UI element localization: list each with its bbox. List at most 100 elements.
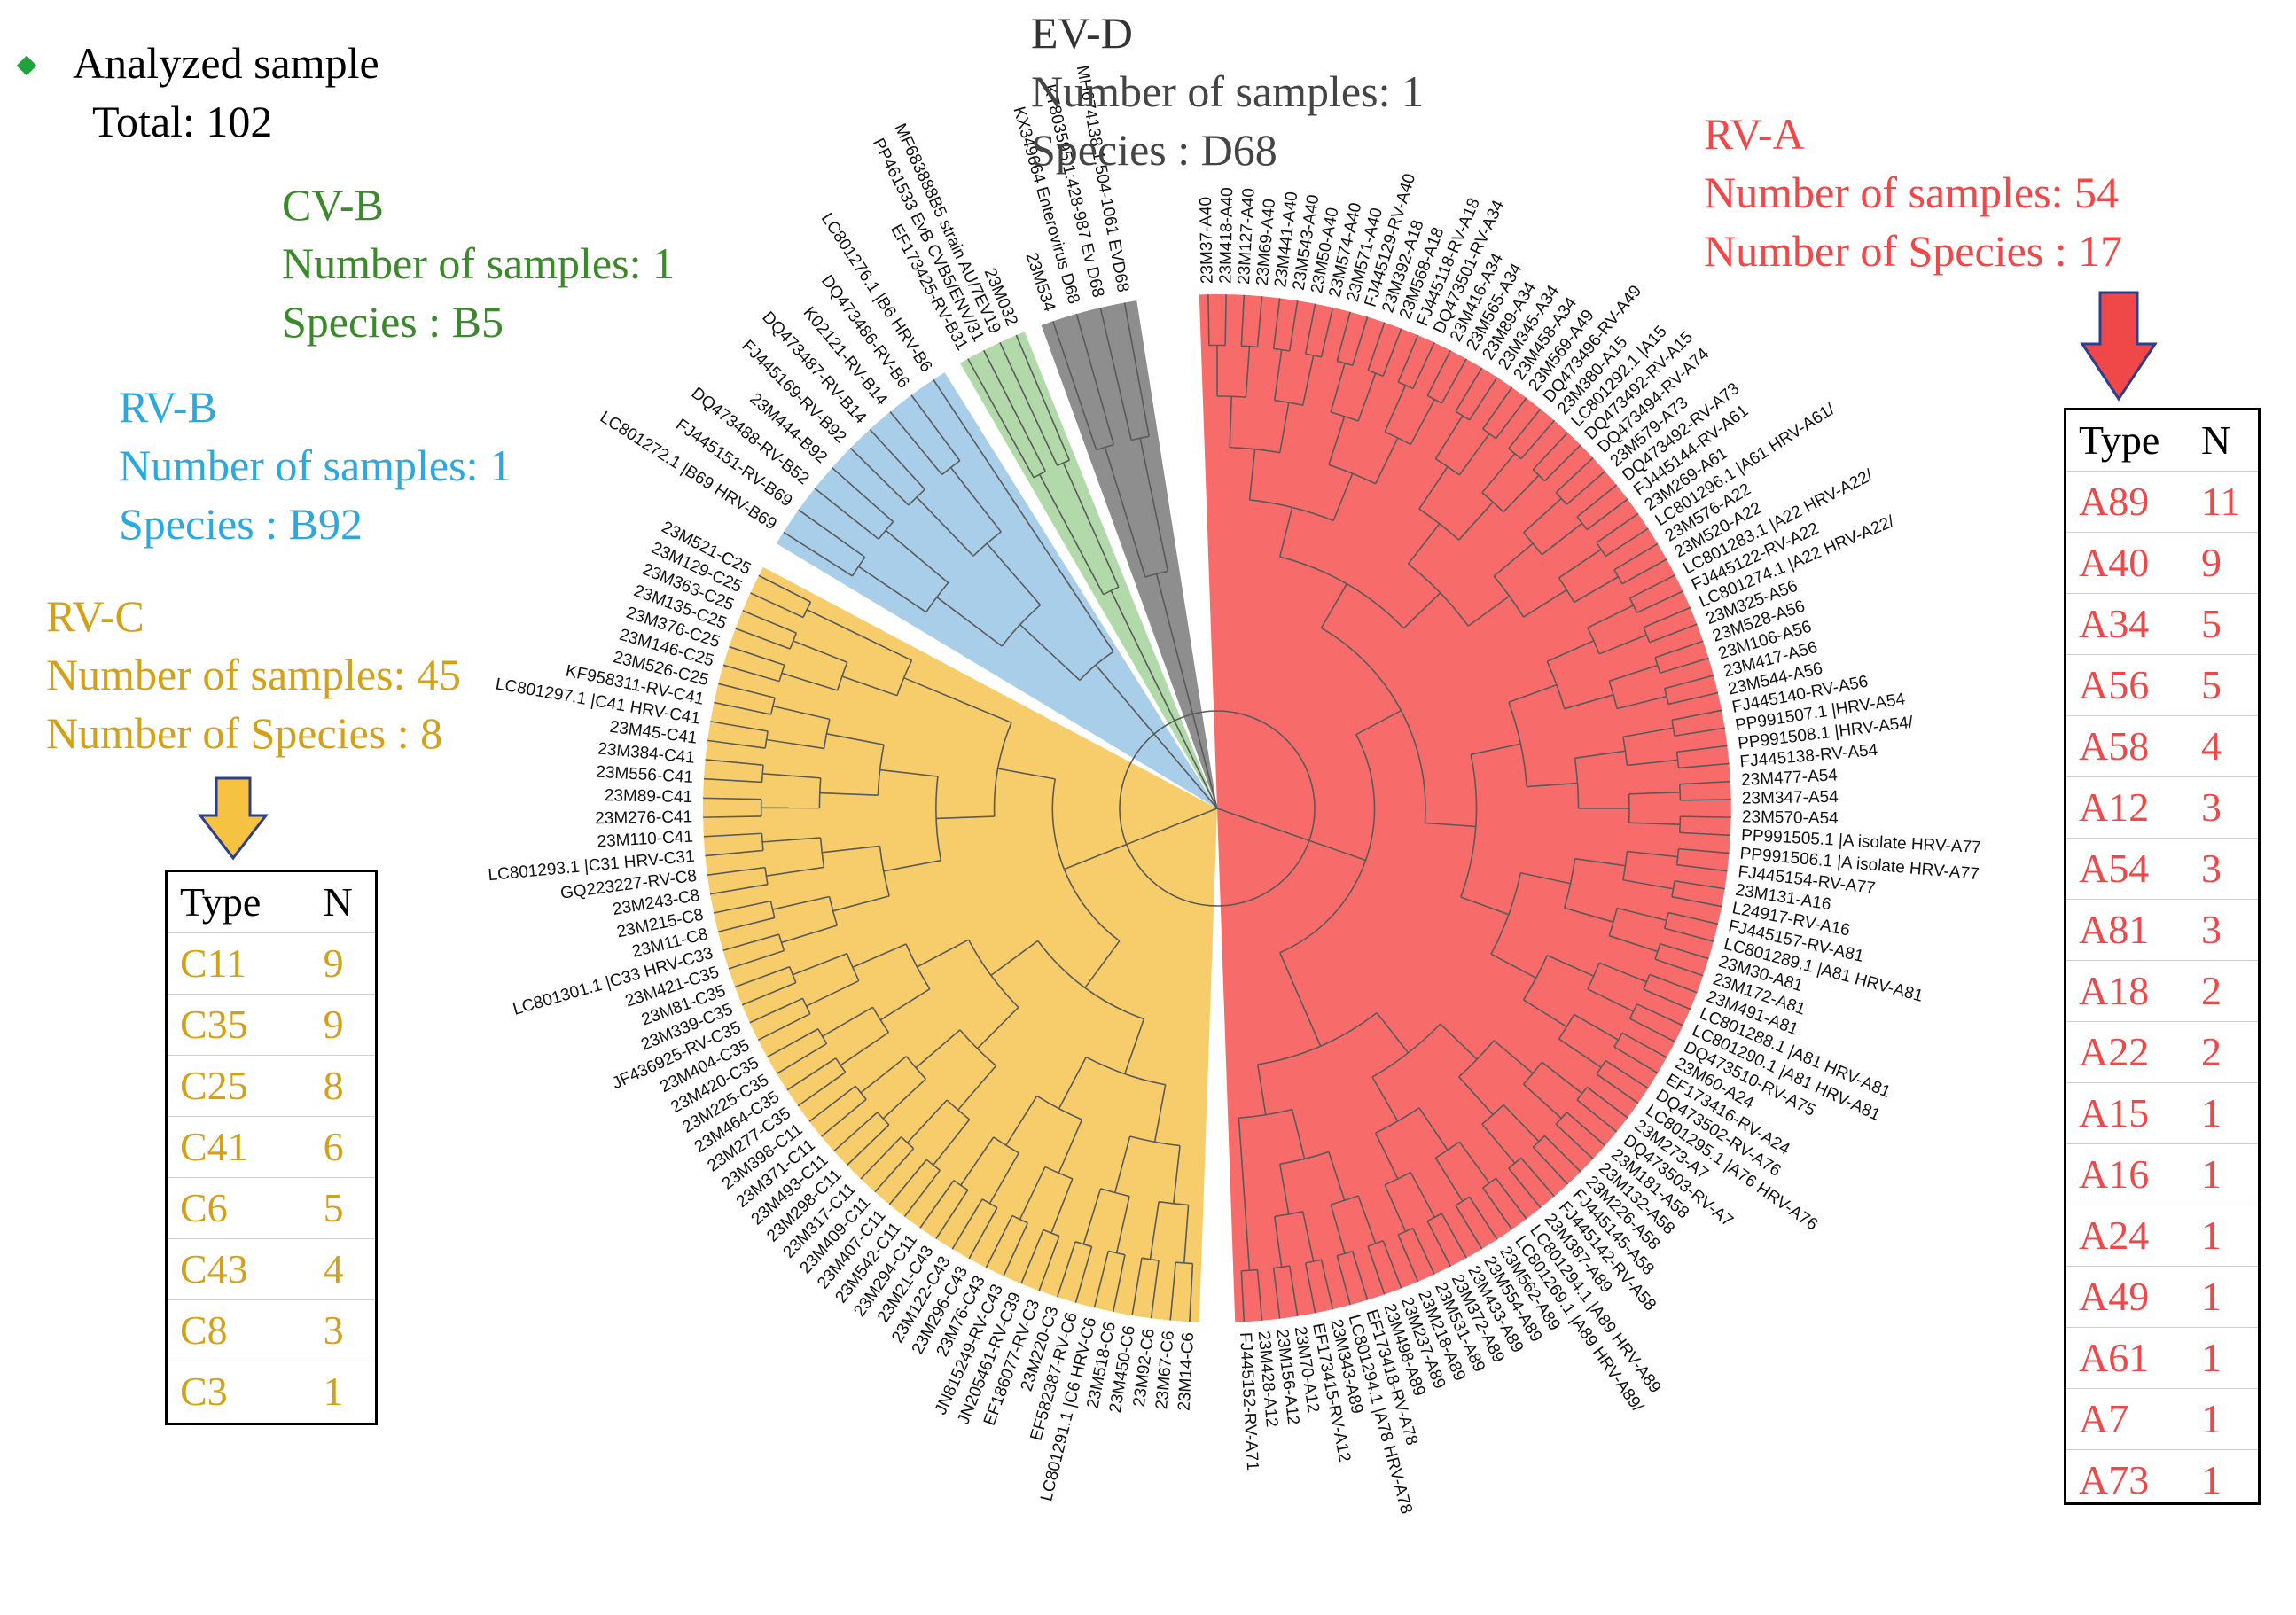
branch-segment xyxy=(1169,1262,1176,1321)
branch-segment xyxy=(1455,1205,1483,1250)
branch-segment xyxy=(910,394,961,462)
branch-segment xyxy=(742,610,797,634)
cvb-sector xyxy=(960,332,1217,808)
type-cell: C35 xyxy=(180,1002,248,1047)
table-row: C11 9 xyxy=(168,932,375,995)
branch-arc xyxy=(1576,516,1588,531)
branch-segment xyxy=(766,738,824,750)
branch-segment xyxy=(1397,334,1419,383)
branch-arc xyxy=(855,1085,867,1100)
branch-segment xyxy=(1291,1109,1306,1159)
diamond-marker-icon xyxy=(16,55,37,75)
count-cell: 3 xyxy=(2201,846,2222,891)
branch-segment xyxy=(857,566,927,613)
branch-segment xyxy=(1418,1107,1449,1151)
type-cell: A16 xyxy=(2079,1151,2150,1197)
branch-segment xyxy=(1272,298,1281,349)
branch-segment xyxy=(1336,1255,1351,1306)
annotation-cv-b: CV-B Number of samples: 1 Species : B5 xyxy=(282,176,675,351)
branch-segment xyxy=(766,1028,819,1058)
branch-segment xyxy=(1671,709,1722,722)
branch-segment xyxy=(1508,683,1558,704)
group-samples: Number of samples: 1 xyxy=(119,441,512,490)
branch-segment xyxy=(888,1159,927,1205)
branch-arc xyxy=(769,698,776,715)
branch-segment xyxy=(1093,1251,1109,1308)
table-row: A16 1 xyxy=(2066,1143,2258,1205)
branch-arc xyxy=(1305,1259,1322,1264)
branch-segment xyxy=(1425,822,1476,828)
branch-arc xyxy=(953,1180,969,1191)
branch-segment xyxy=(1636,1003,1683,1026)
branch-segment xyxy=(1418,466,1449,510)
branch-segment xyxy=(1367,322,1386,371)
annotation-ev-d: EV-D Number of samples: 1 Species : D68 xyxy=(1031,4,1424,179)
legend-total: Total: 102 xyxy=(92,97,273,146)
branch-segment xyxy=(798,509,866,558)
branch-arc xyxy=(1330,411,1359,422)
branch-segment xyxy=(915,1029,961,1069)
type-cell: A56 xyxy=(2079,662,2150,707)
branch-segment xyxy=(1674,727,1725,737)
table-row: A81 3 xyxy=(2066,899,2258,961)
branch-segment xyxy=(1412,342,1435,389)
branch-segment xyxy=(1320,583,1347,628)
branch-segment xyxy=(1674,879,1725,890)
branch-segment xyxy=(758,574,811,603)
count-cell: 1 xyxy=(2201,1335,2222,1380)
branch-segment xyxy=(1676,863,1728,872)
branch-segment xyxy=(1574,750,1626,760)
branch-segment xyxy=(781,925,838,944)
branch-segment xyxy=(1301,355,1315,406)
branch-segment xyxy=(826,733,885,745)
branch-arc xyxy=(761,765,764,783)
branch-segment xyxy=(1649,623,1698,644)
branch-segment xyxy=(889,410,943,475)
branch-segment xyxy=(713,900,771,914)
branch-arc xyxy=(1481,1104,1504,1125)
branch-segment xyxy=(1643,988,1691,1010)
type-cell: A58 xyxy=(2079,723,2150,768)
branch-segment xyxy=(977,447,1025,517)
branch-segment xyxy=(1240,294,1246,347)
branch-segment xyxy=(1256,1269,1263,1321)
count-cell: 6 xyxy=(323,1124,344,1169)
branch-arc xyxy=(1141,1257,1160,1261)
branch-segment xyxy=(710,721,769,732)
count-cell: 1 xyxy=(2201,1090,2222,1135)
type-cell: A24 xyxy=(2079,1213,2150,1258)
branch-segment xyxy=(1493,542,1534,577)
branch-arc xyxy=(1328,464,1376,485)
branch-segment xyxy=(1458,433,1490,476)
group-species: Species : B92 xyxy=(119,499,363,549)
branch-segment xyxy=(1058,1057,1087,1110)
count-cell: 8 xyxy=(323,1063,344,1108)
branch-arc xyxy=(941,460,961,476)
branch-arc xyxy=(905,1056,926,1080)
branch-segment xyxy=(1678,847,1730,854)
branch-segment xyxy=(1320,307,1334,358)
branch-arc xyxy=(1279,1151,1330,1166)
branch-segment xyxy=(840,1032,889,1066)
count-cell: 11 xyxy=(2201,479,2241,524)
branch-arc xyxy=(1643,973,1651,990)
branch-segment xyxy=(885,529,949,584)
branch-segment xyxy=(1643,606,1691,628)
branch-arc xyxy=(1555,492,1567,505)
branch-segment xyxy=(786,1057,837,1091)
branch-segment xyxy=(1523,999,1567,1028)
branch-segment xyxy=(1566,1112,1606,1147)
table-row: C6 5 xyxy=(168,1177,375,1239)
branch-segment xyxy=(933,1119,971,1166)
type-cell: A89 xyxy=(2079,479,2150,524)
branch-segment xyxy=(793,640,848,663)
branch-segment xyxy=(822,1006,873,1037)
branch-segment xyxy=(1351,1251,1369,1300)
branch-segment xyxy=(781,672,838,691)
branch-arc xyxy=(789,966,797,983)
branch-segment xyxy=(1680,815,1731,818)
branch-arc xyxy=(1596,542,1606,557)
branch-segment xyxy=(1520,1157,1556,1198)
rvc-type-table: Type N C11 9 C35 9 C25 8 C41 6 C6 5 C43 4 C8 3 C3 1 xyxy=(165,870,378,1425)
branch-segment xyxy=(1523,497,1562,534)
